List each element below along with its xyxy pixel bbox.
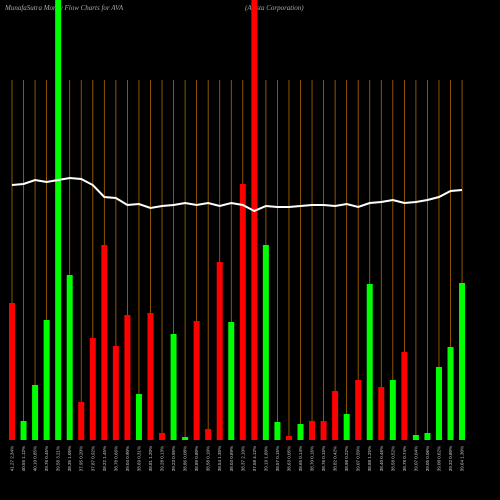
bar <box>401 352 408 440</box>
x-tick-label: 37.95 0.20% <box>79 446 84 471</box>
x-tick-label: 39.19 1.60% <box>263 446 268 471</box>
x-tick-label: 38.40 0.46% <box>379 446 384 471</box>
bar <box>124 315 131 440</box>
bar <box>378 387 385 440</box>
bar <box>9 303 15 440</box>
bar <box>55 0 62 440</box>
bar <box>135 394 142 440</box>
x-tick-label: 38.22 1.45% <box>102 446 107 471</box>
x-tick-label: 38.63 0.05% <box>286 446 291 471</box>
x-tick-label: 39.32 0.80% <box>448 446 453 471</box>
bar <box>147 313 154 440</box>
bar <box>32 385 39 440</box>
x-tick-label: 37.87 0.92% <box>90 446 95 471</box>
x-tick-label: 38.58 0.10% <box>206 446 211 471</box>
bar <box>20 421 27 440</box>
bar <box>435 367 442 440</box>
bar <box>89 338 96 440</box>
x-tick-label: 39.76 0.45% <box>44 446 49 471</box>
bar <box>309 421 316 440</box>
bar <box>239 184 246 440</box>
bar <box>389 380 396 440</box>
bar <box>285 436 292 440</box>
bar <box>101 245 108 440</box>
x-tick-label: 39.58 3.21% <box>56 446 61 471</box>
bar <box>459 283 466 440</box>
bar <box>216 262 223 440</box>
x-tick-label: 39.64 1.30% <box>460 446 465 471</box>
x-tick-label: 38.76 0.15% <box>321 446 326 471</box>
bar <box>193 321 200 440</box>
x-tick-label: 38.98 0.22% <box>344 446 349 471</box>
bar <box>262 245 269 440</box>
x-tick-label: 38.88 1.25% <box>367 446 372 471</box>
x-tick-label: 38.81 1.20% <box>148 446 153 471</box>
x-tick-label: 38.65 0.14% <box>298 446 303 471</box>
bar <box>78 402 85 440</box>
bar <box>159 433 166 440</box>
bar <box>112 346 119 440</box>
bar <box>343 414 350 440</box>
bar <box>424 433 431 440</box>
bar <box>182 437 189 440</box>
bar <box>332 391 339 440</box>
bar <box>320 421 327 440</box>
bar <box>205 429 212 440</box>
bar <box>274 422 281 440</box>
x-tick-label: 38.58 0.52% <box>390 446 395 471</box>
chart-subtitle: (Avista Corporation) <box>245 4 304 12</box>
x-tick-label: 38.03 0.89% <box>229 446 234 471</box>
x-tick-label: 38.89 0.80% <box>194 446 199 471</box>
bar <box>66 275 73 440</box>
x-tick-label: 38.78 0.66% <box>113 446 118 471</box>
bar <box>366 284 373 440</box>
x-tick-label: 38.37 2.10% <box>240 446 245 471</box>
x-tick-label: 38.54 1.35% <box>217 446 222 471</box>
x-tick-label: 39.04 0.90% <box>125 446 130 471</box>
x-tick-label: 38.35 1.05% <box>67 446 72 471</box>
x-tick-label: 39.08 0.62% <box>436 446 441 471</box>
x-tick-label: 38.69 0.31% <box>136 446 141 471</box>
bar <box>447 347 454 440</box>
bar <box>43 320 50 440</box>
bar <box>355 380 362 440</box>
x-tick-label: 38.57 0.15% <box>275 446 280 471</box>
x-tick-label: 38.86 0.08% <box>183 446 188 471</box>
x-tick-label: 40.10 0.85% <box>33 446 38 471</box>
x-tick-label: 37.58 4.12% <box>252 446 257 471</box>
x-tick-label: 38.70 0.16% <box>310 446 315 471</box>
x-tick-label: 41.27 2.34% <box>10 446 15 471</box>
bar <box>251 0 258 440</box>
bar <box>412 435 419 440</box>
x-tick-label: 39.28 0.13% <box>160 446 165 471</box>
money-flow-line <box>11 176 463 213</box>
bar <box>228 322 235 440</box>
x-tick-label: 40.55 1.12% <box>21 446 26 471</box>
x-tick-label: 39.07 0.04% <box>413 446 418 471</box>
x-tick-label: 39.07 0.50% <box>356 446 361 471</box>
x-tick-label: 38.82 0.42% <box>333 446 338 471</box>
chart-title: MunafaSutra Money Flow Charts for AVA <box>4 4 124 12</box>
x-tick-label: 39.05 0.06% <box>425 446 430 471</box>
x-tick-label: 39.23 0.95% <box>171 446 176 471</box>
bar <box>297 424 304 440</box>
bar <box>170 334 177 440</box>
x-tick-label: 38.78 0.74% <box>402 446 407 471</box>
